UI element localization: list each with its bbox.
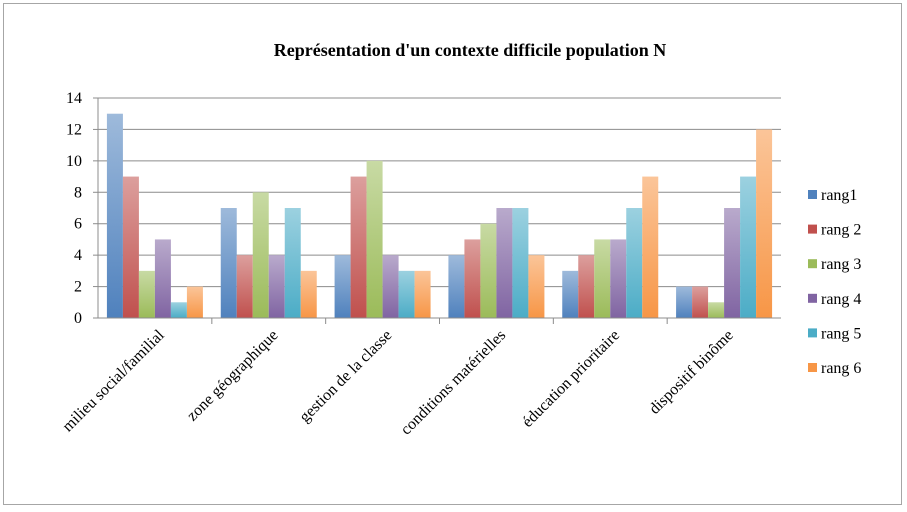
x-tick-label: milieu social/familial bbox=[59, 326, 168, 435]
bar bbox=[464, 239, 481, 318]
x-tick-label: éducation prioritaire bbox=[519, 327, 623, 431]
bar bbox=[512, 208, 529, 318]
legend-label: rang 2 bbox=[821, 222, 861, 239]
bar bbox=[610, 239, 627, 318]
bar bbox=[448, 255, 465, 318]
y-tick-label: 2 bbox=[74, 279, 82, 296]
bar bbox=[284, 208, 301, 318]
y-tick-label: 10 bbox=[66, 153, 82, 170]
axes bbox=[97, 98, 781, 324]
legend-label: rang 6 bbox=[821, 360, 861, 377]
y-tick-label: 12 bbox=[66, 121, 82, 138]
bar bbox=[252, 192, 269, 318]
bar bbox=[724, 208, 741, 318]
legend: rang1 rang 2 rang 3 rang 4 rang 5 rang 6 bbox=[808, 187, 861, 377]
bar bbox=[642, 176, 659, 318]
bar bbox=[366, 160, 383, 318]
x-axis-ticks: milieu social/familial zone géographique g… bbox=[59, 326, 737, 438]
bar bbox=[186, 286, 203, 318]
bar bbox=[740, 176, 757, 318]
bar bbox=[594, 239, 611, 318]
chart-title: Représentation d'un contexte difficile p… bbox=[274, 40, 667, 60]
y-axis-ticks: 0 2 4 6 8 10 12 14 bbox=[66, 90, 98, 327]
bar bbox=[626, 208, 643, 318]
legend-swatch bbox=[808, 224, 817, 234]
gridlines bbox=[98, 97, 781, 288]
legend-label: rang 4 bbox=[821, 291, 861, 308]
legend-swatch bbox=[808, 259, 817, 269]
x-tick-label: gestion de la classe bbox=[296, 327, 395, 426]
bar bbox=[528, 255, 545, 318]
x-tick-label: zone géographique bbox=[184, 327, 282, 425]
bar bbox=[300, 270, 317, 318]
legend-label: rang 5 bbox=[821, 325, 861, 342]
legend-label: rang1 bbox=[821, 187, 857, 204]
bar bbox=[562, 270, 579, 318]
bar bbox=[106, 113, 123, 318]
legend-swatch bbox=[808, 190, 817, 199]
bar bbox=[170, 302, 187, 318]
bar bbox=[480, 223, 497, 318]
bars bbox=[106, 113, 773, 318]
x-tick-label: conditions matérielles bbox=[398, 327, 510, 439]
bar bbox=[220, 208, 237, 318]
bar bbox=[268, 255, 285, 318]
bar bbox=[382, 255, 399, 318]
bar bbox=[398, 270, 415, 318]
bar bbox=[138, 270, 155, 318]
y-tick-label: 8 bbox=[74, 184, 82, 201]
bar bbox=[708, 302, 725, 318]
y-tick-label: 4 bbox=[74, 247, 82, 264]
bar bbox=[154, 239, 171, 318]
y-tick-label: 14 bbox=[66, 90, 82, 107]
bar bbox=[350, 176, 367, 318]
legend-swatch bbox=[808, 293, 817, 303]
bar bbox=[122, 176, 139, 318]
x-tick-label: dispositif binôme bbox=[646, 327, 737, 418]
bar bbox=[414, 270, 431, 318]
legend-swatch bbox=[808, 328, 817, 338]
bar bbox=[236, 255, 253, 318]
legend-label: rang 3 bbox=[821, 256, 861, 273]
bar bbox=[756, 129, 773, 318]
bar bbox=[334, 255, 351, 318]
bar bbox=[692, 286, 709, 318]
y-tick-label: 6 bbox=[74, 216, 82, 233]
bar bbox=[578, 255, 595, 318]
bar bbox=[496, 208, 513, 318]
bar bbox=[676, 286, 693, 318]
y-tick-label: 0 bbox=[74, 310, 82, 327]
legend-swatch bbox=[808, 363, 817, 372]
